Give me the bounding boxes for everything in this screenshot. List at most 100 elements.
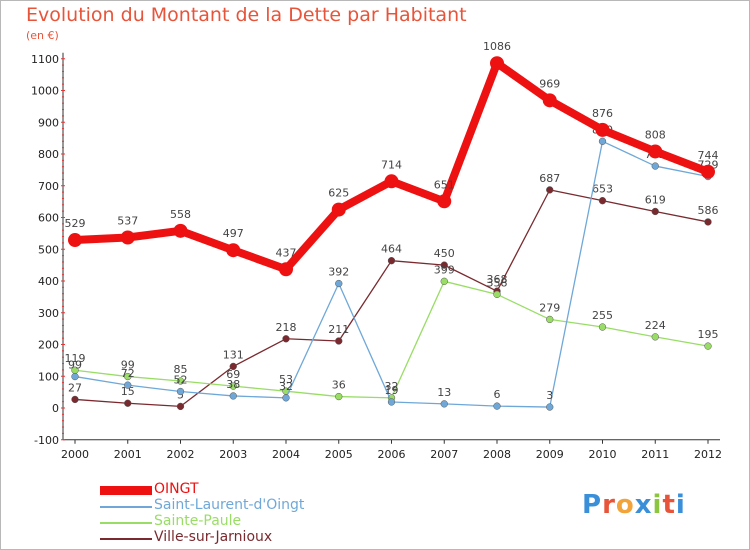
data-label: 99 xyxy=(68,359,82,372)
data-label: 619 xyxy=(645,193,666,206)
data-label: 99 xyxy=(121,359,135,372)
data-label: 744 xyxy=(698,149,719,162)
data-label: 72 xyxy=(121,367,135,380)
data-point xyxy=(542,93,557,108)
data-point xyxy=(493,402,501,410)
data-point xyxy=(701,164,715,179)
data-point xyxy=(440,400,448,408)
data-label: 464 xyxy=(381,243,402,256)
data-label: 450 xyxy=(434,247,455,260)
data-point xyxy=(71,372,79,381)
data-point xyxy=(437,194,452,209)
legend-label: Ville-sur-Jarnioux xyxy=(154,529,273,545)
data-point xyxy=(176,377,185,385)
data-label: 85 xyxy=(174,363,188,376)
x-tick-label: 2006 xyxy=(378,448,406,461)
data-point xyxy=(124,399,132,407)
data-label: 368 xyxy=(487,273,508,286)
y-tick-label: 400 xyxy=(38,275,59,288)
data-label: 497 xyxy=(223,227,244,240)
data-label: 529 xyxy=(65,217,86,230)
data-point xyxy=(226,243,241,258)
data-label: 27 xyxy=(68,381,82,394)
data-point xyxy=(387,257,396,265)
data-label: 969 xyxy=(539,77,560,90)
data-label: 3 xyxy=(546,389,553,402)
data-label: 558 xyxy=(170,208,191,221)
data-point xyxy=(229,362,237,371)
data-point xyxy=(440,277,448,285)
data-label: 653 xyxy=(592,183,613,196)
y-tick-label: 300 xyxy=(38,307,59,320)
data-label: 586 xyxy=(698,204,719,217)
proxiti-logo: Proxiti xyxy=(582,490,686,520)
data-label: 211 xyxy=(328,323,349,336)
line-chart: -100 0 100 200 300 400 500 600 700 800 900 1000 1100… xyxy=(31,40,722,461)
data-label: 876 xyxy=(592,107,613,120)
legend-label: OINGT xyxy=(154,481,199,497)
y-tick-label: 500 xyxy=(38,243,59,256)
data-point xyxy=(598,197,607,205)
data-point xyxy=(651,333,659,341)
data-label: 15 xyxy=(121,385,135,398)
x-tick-label: 2012 xyxy=(694,448,722,461)
chart-title: Evolution du Montant de la Dette par Hab… xyxy=(26,4,467,26)
data-label: 808 xyxy=(645,128,666,141)
x-tick-label: 2008 xyxy=(483,448,511,461)
data-label: 392 xyxy=(328,266,349,279)
data-point xyxy=(282,394,290,402)
data-label: 53 xyxy=(279,373,293,386)
data-point xyxy=(546,403,554,411)
y-tick-label: 800 xyxy=(38,148,59,161)
data-label: 625 xyxy=(328,187,349,200)
data-label: 358 xyxy=(487,276,508,289)
legend-label: Saint-Laurent-d'Oingt xyxy=(154,497,305,513)
data-point xyxy=(279,262,293,277)
data-label: 537 xyxy=(117,215,138,228)
data-label: 19 xyxy=(385,384,399,397)
data-point xyxy=(335,392,343,401)
data-point xyxy=(493,290,501,298)
data-label: 36 xyxy=(332,379,346,392)
y-tick-label: -100 xyxy=(34,434,59,447)
data-label: 119 xyxy=(65,352,86,365)
data-label: 52 xyxy=(174,373,188,386)
data-point xyxy=(546,186,554,194)
y-tick-label: 100 xyxy=(38,370,59,383)
y-tick-label: 1000 xyxy=(31,85,59,98)
data-point xyxy=(546,315,554,324)
x-tick-label: 2011 xyxy=(641,448,669,461)
data-point xyxy=(173,223,188,238)
data-point xyxy=(384,174,399,189)
data-label: 32 xyxy=(279,380,293,393)
legend-swatch xyxy=(100,486,152,495)
data-label: 437 xyxy=(276,246,297,259)
x-tick-label: 2003 xyxy=(219,448,247,461)
data-point xyxy=(120,230,135,245)
data-label: 255 xyxy=(592,309,613,322)
data-label: 38 xyxy=(226,378,240,391)
y-tick-label: 200 xyxy=(38,339,59,352)
legend-swatch xyxy=(100,538,152,540)
legend-swatch xyxy=(100,506,152,508)
data-point xyxy=(176,402,185,411)
data-label: 687 xyxy=(539,172,560,185)
data-label: 131 xyxy=(223,348,244,361)
x-tick-label: 2000 xyxy=(61,448,89,461)
data-label: 714 xyxy=(381,158,402,171)
unit-label: (en €) xyxy=(26,29,59,42)
x-tick-label: 2004 xyxy=(272,448,300,461)
data-point xyxy=(648,144,663,159)
y-tick-label: 600 xyxy=(38,212,59,225)
y-tick-label: 700 xyxy=(38,180,59,193)
data-point xyxy=(282,335,290,343)
data-point xyxy=(387,398,396,406)
data-point xyxy=(124,381,132,389)
data-point xyxy=(598,323,607,331)
x-tick-label: 2007 xyxy=(430,448,458,461)
data-point xyxy=(176,387,185,396)
legend-swatch xyxy=(100,522,152,524)
data-point xyxy=(651,162,659,170)
series-line xyxy=(74,189,709,408)
